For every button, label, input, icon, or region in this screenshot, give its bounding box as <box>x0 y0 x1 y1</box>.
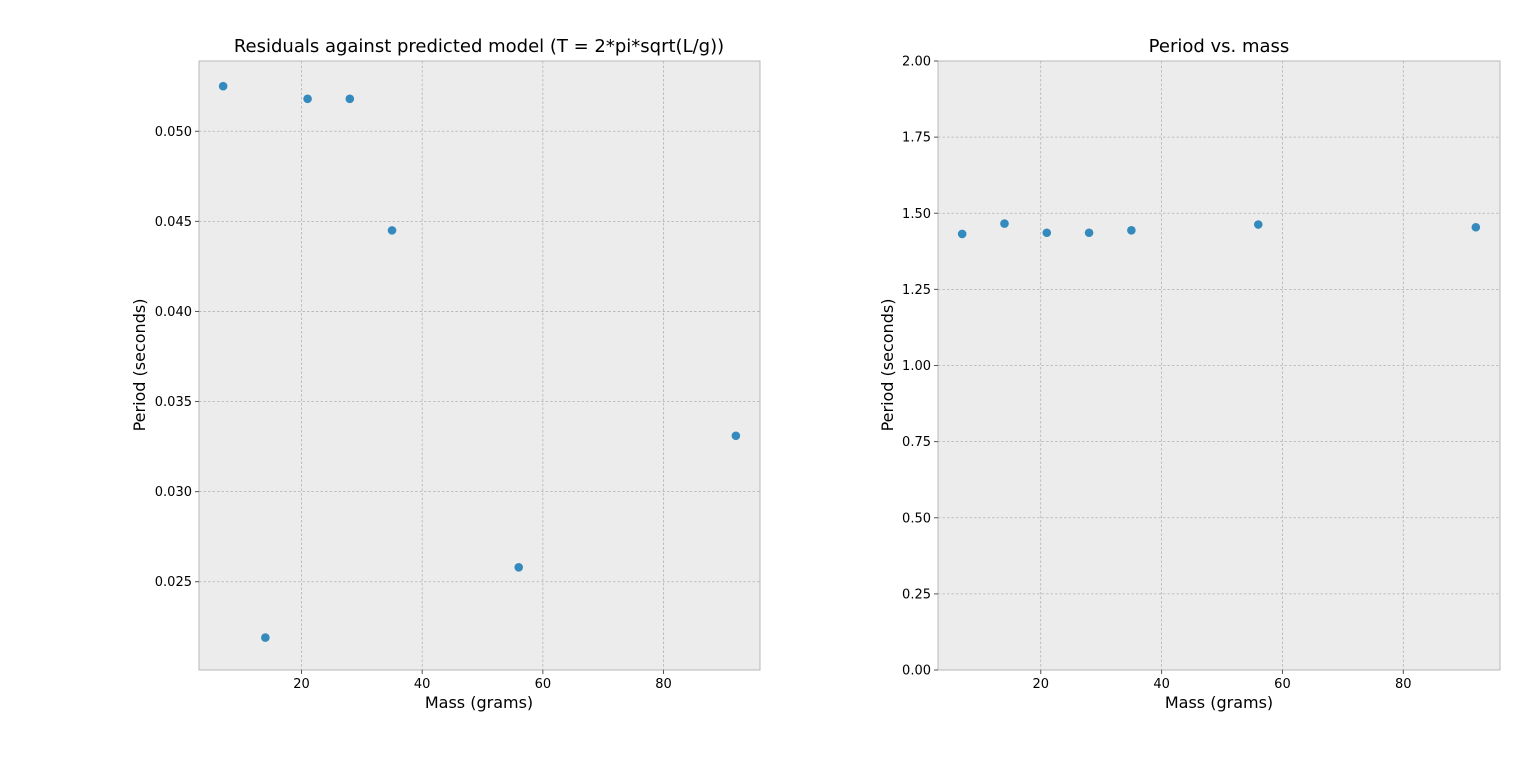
y-tick-label: 0.025 <box>155 575 192 590</box>
data-point <box>957 229 967 239</box>
x-tick-label: 20 <box>1032 677 1049 692</box>
y-tick-label: 0.030 <box>155 485 192 500</box>
x-axis-label: Mass (grams) <box>425 693 533 712</box>
plot-area <box>198 60 761 671</box>
y-tick-label: 0.050 <box>155 125 192 140</box>
data-point <box>1042 228 1052 238</box>
y-tick-label: 1.50 <box>902 207 931 222</box>
data-point <box>1471 222 1481 232</box>
data-point <box>303 94 312 104</box>
y-tick-label: 0.75 <box>902 435 931 450</box>
x-tick-label: 40 <box>1153 677 1170 692</box>
period-vs-mass-chart: Period vs. mass 20 40 60 80 0.00 0.25 0.50 0.75… <box>878 36 1501 712</box>
y-tick-label: 1.00 <box>902 359 931 374</box>
y-tick-label: 0.00 <box>902 664 931 679</box>
y-tick-label: 1.25 <box>902 283 931 298</box>
y-axis-label: Period (seconds) <box>878 299 897 432</box>
data-point <box>261 633 270 642</box>
y-tick-label: 2.00 <box>902 55 931 70</box>
grid-lines <box>938 61 1500 670</box>
x-tick-label: 60 <box>1274 677 1291 692</box>
y-axis-label: Period (seconds) <box>130 299 149 432</box>
data-point <box>514 562 524 572</box>
x-tick-label: 20 <box>293 677 310 692</box>
y-tick-label: 0.50 <box>902 511 931 526</box>
chart-title: Period vs. mass <box>1149 36 1290 57</box>
data-point <box>1127 226 1136 235</box>
data-point <box>218 81 228 91</box>
x-tick-label: 40 <box>414 677 431 692</box>
grid-lines <box>199 61 760 670</box>
data-points <box>957 219 1481 239</box>
data-points <box>218 81 741 642</box>
y-tick-label: 0.25 <box>902 587 931 602</box>
chart-title: Residuals against predicted model (T = 2… <box>234 36 724 57</box>
residuals-chart: Residuals against predicted model (T = 2… <box>130 36 761 712</box>
x-axis-label: Mass (grams) <box>1165 693 1273 712</box>
y-tick-label: 0.045 <box>155 215 192 230</box>
tick-labels: 20 40 60 80 0.00 0.25 0.50 0.75 1.00 1.25 1.50 1.75… <box>902 55 1412 693</box>
data-point <box>1084 228 1094 238</box>
data-point <box>1000 219 1009 228</box>
x-tick-label: 80 <box>655 677 672 692</box>
y-tick-label: 0.040 <box>155 305 192 320</box>
data-point <box>387 226 397 235</box>
data-point <box>731 431 741 441</box>
y-tick-label: 0.035 <box>155 395 192 410</box>
x-tick-label: 60 <box>535 677 552 692</box>
x-tick-label: 80 <box>1395 677 1412 692</box>
tick-labels: 20 40 60 80 0.025 0.030 0.035 0.040 0.045 0.050 <box>155 125 672 692</box>
data-point <box>345 94 355 104</box>
data-point <box>1253 220 1263 229</box>
y-tick-label: 1.75 <box>902 131 931 146</box>
